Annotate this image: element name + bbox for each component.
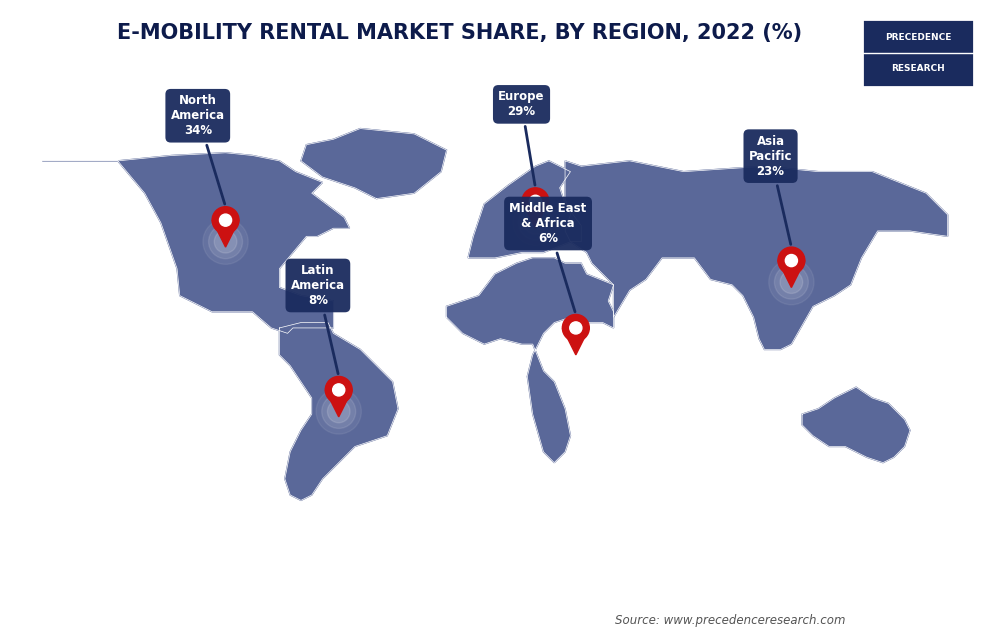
Polygon shape — [301, 129, 446, 199]
Circle shape — [565, 338, 587, 361]
Polygon shape — [562, 328, 589, 355]
Circle shape — [778, 247, 805, 274]
Text: Europe
29%: Europe 29% — [498, 91, 545, 185]
Circle shape — [553, 327, 598, 372]
Circle shape — [518, 206, 552, 240]
Circle shape — [325, 376, 352, 403]
Text: North
America
34%: North America 34% — [171, 95, 225, 204]
Polygon shape — [325, 390, 352, 417]
Circle shape — [327, 400, 350, 423]
Text: Asia
Pacific
23%: Asia Pacific 23% — [749, 134, 792, 244]
Circle shape — [522, 188, 549, 215]
Polygon shape — [565, 161, 948, 350]
Circle shape — [322, 395, 356, 428]
Polygon shape — [212, 220, 239, 247]
Circle shape — [209, 225, 243, 258]
Circle shape — [316, 389, 361, 434]
Polygon shape — [468, 161, 581, 258]
Circle shape — [769, 260, 814, 305]
Circle shape — [513, 200, 558, 246]
Circle shape — [774, 265, 808, 299]
Text: RESEARCH: RESEARCH — [891, 64, 945, 73]
Text: Middle East
& Africa
6%: Middle East & Africa 6% — [509, 202, 587, 312]
Circle shape — [333, 384, 345, 396]
Polygon shape — [802, 387, 910, 463]
Text: E-MOBILITY RENTAL MARKET SHARE, BY REGION, 2022 (%): E-MOBILITY RENTAL MARKET SHARE, BY REGIO… — [117, 23, 803, 42]
Circle shape — [559, 332, 593, 367]
Circle shape — [785, 255, 797, 267]
Circle shape — [570, 322, 582, 334]
Polygon shape — [279, 323, 398, 500]
Polygon shape — [446, 258, 614, 463]
Polygon shape — [522, 201, 549, 228]
Circle shape — [212, 206, 239, 233]
Circle shape — [219, 214, 232, 226]
FancyBboxPatch shape — [862, 19, 974, 87]
Text: PRECEDENCE: PRECEDENCE — [885, 33, 951, 42]
Circle shape — [780, 271, 803, 293]
Text: Source: www.precedenceresearch.com: Source: www.precedenceresearch.com — [615, 614, 845, 627]
Text: Latin
America
8%: Latin America 8% — [291, 264, 345, 374]
Polygon shape — [778, 260, 805, 287]
Circle shape — [524, 212, 547, 234]
Polygon shape — [42, 153, 350, 333]
Circle shape — [562, 314, 589, 341]
Circle shape — [203, 219, 248, 264]
Circle shape — [529, 195, 541, 207]
Circle shape — [214, 230, 237, 253]
